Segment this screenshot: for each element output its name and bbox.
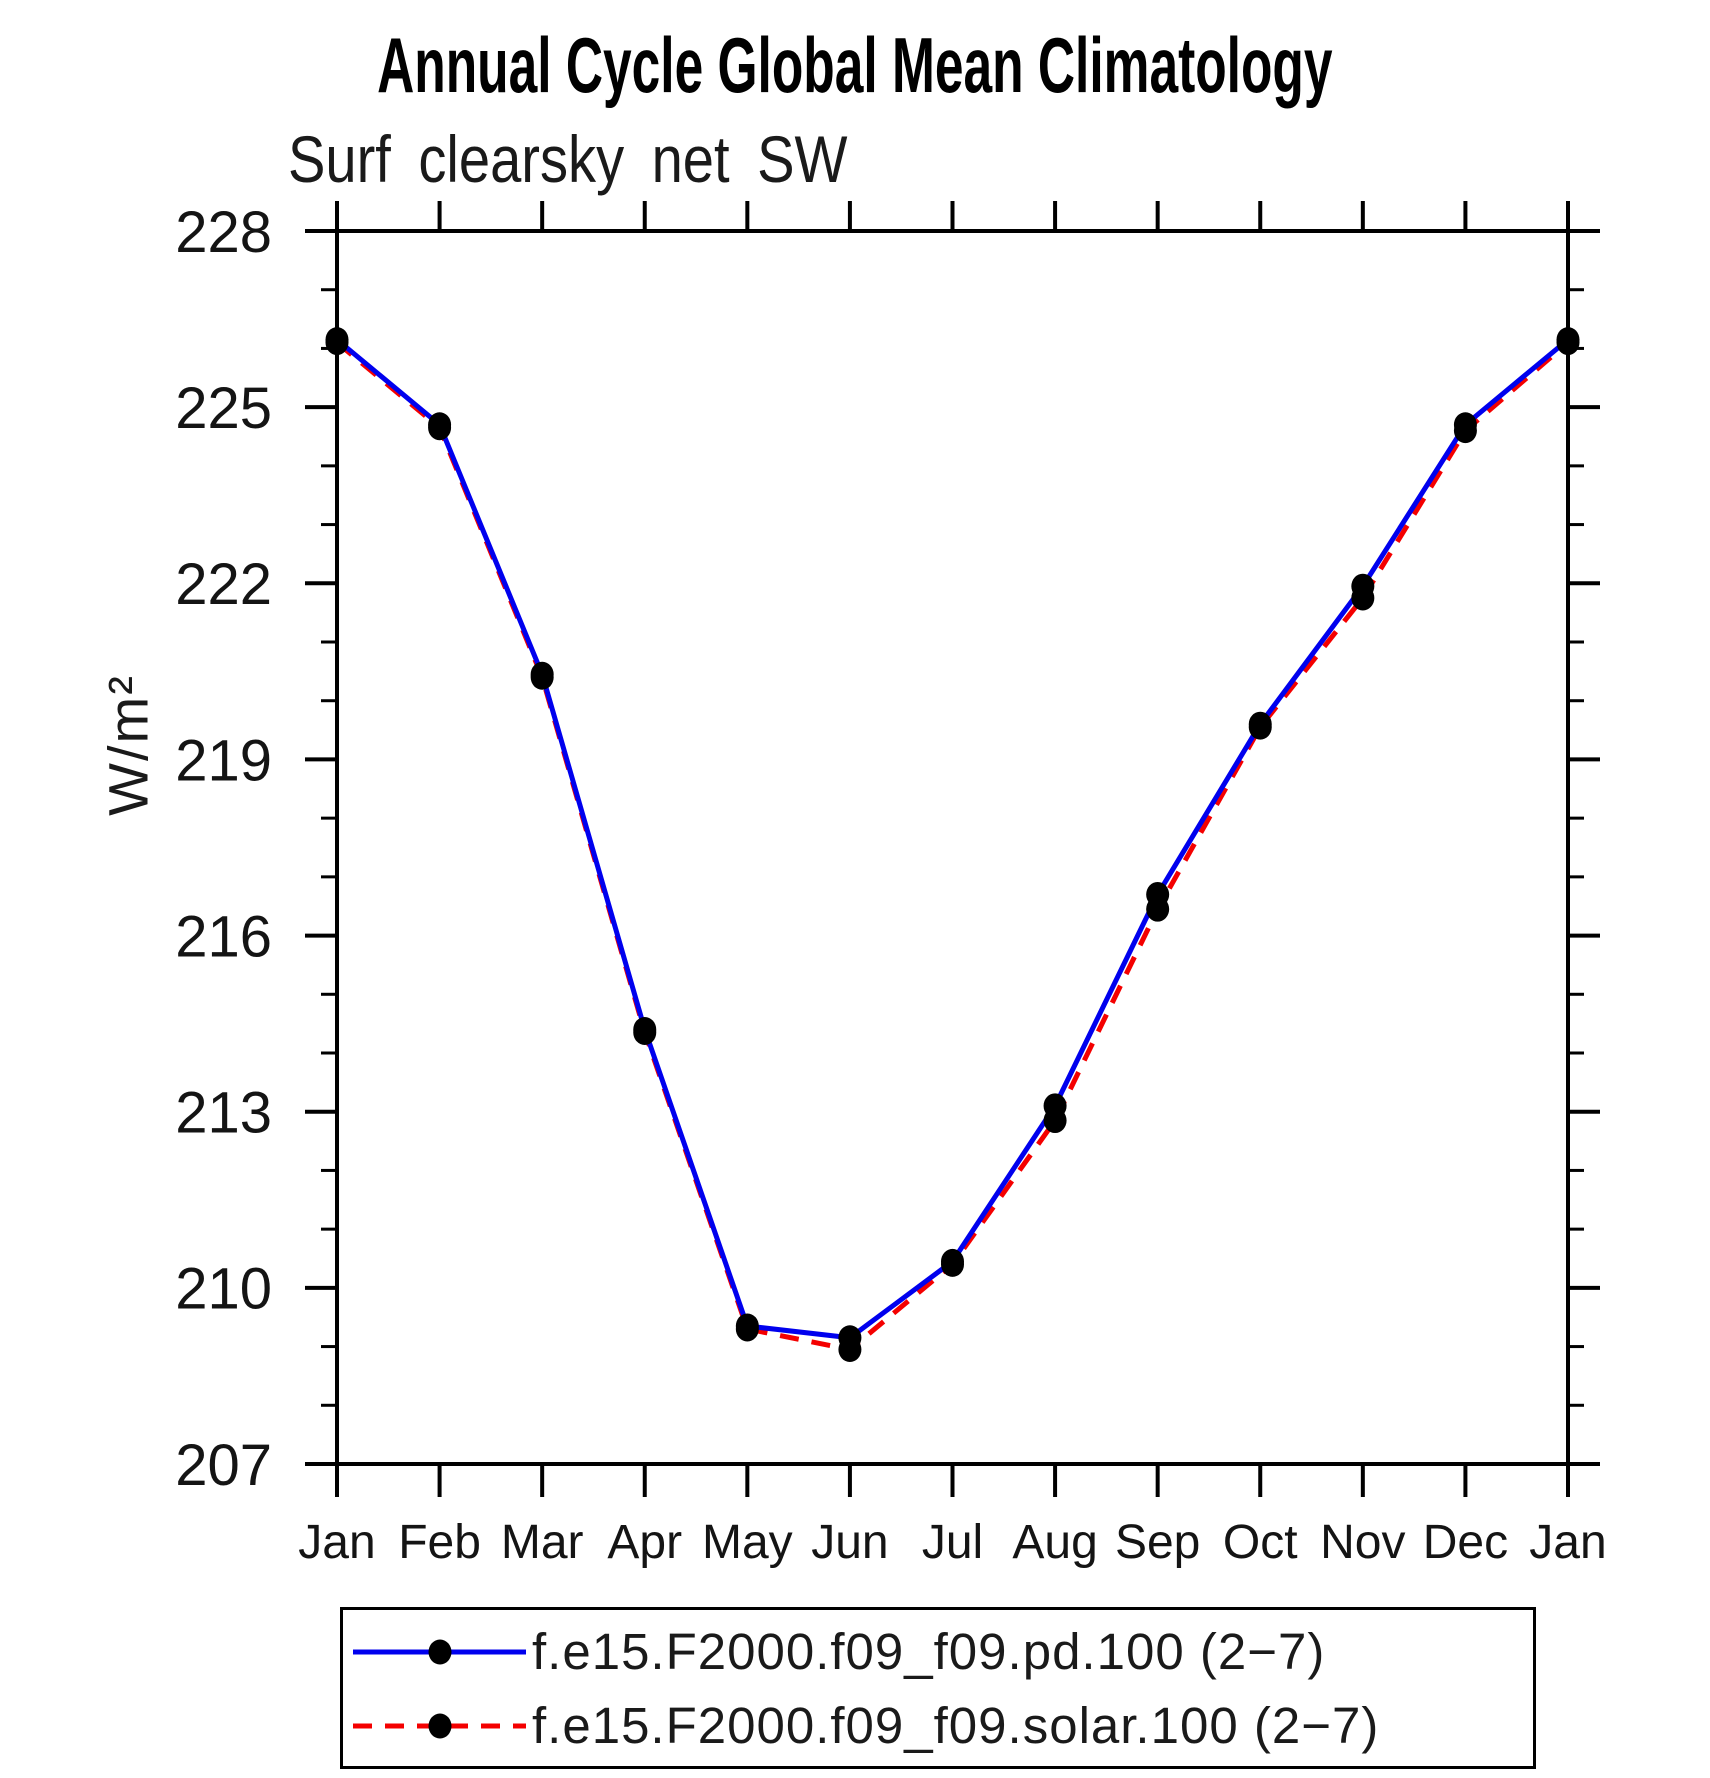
data-point-marker <box>1351 585 1375 611</box>
y-tick-label: 219 <box>175 728 272 793</box>
x-tick-label: Feb <box>398 1516 481 1569</box>
x-tick-label: Nov <box>1320 1516 1405 1569</box>
x-tick-label: Jun <box>811 1516 888 1569</box>
data-point-marker <box>1453 418 1477 444</box>
y-axis-ticks: 207 210 213 216 219 222 225 228 <box>175 200 1600 1498</box>
data-point-marker <box>325 330 349 356</box>
legend-marker-solar <box>428 1713 452 1739</box>
y-tick-label: 228 <box>175 200 272 265</box>
x-axis-ticks: Jan Feb Mar Apr May Jun Jul Aug Sep Oct Nov Dec Jan <box>298 201 1607 1569</box>
y-tick-label: 222 <box>175 552 272 617</box>
legend-marker-pd <box>428 1639 452 1665</box>
series-line-solar <box>335 340 1570 1353</box>
x-tick-label: Apr <box>607 1516 682 1569</box>
data-markers <box>325 327 1580 1363</box>
chart-subtitle-text: Surf clearsky net SW <box>288 122 848 196</box>
x-tick-label: Sep <box>1115 1516 1200 1569</box>
data-point-marker <box>1556 330 1580 356</box>
legend-sample-solar <box>353 1713 526 1739</box>
y-tick-label: 207 <box>175 1433 272 1498</box>
data-point-marker <box>1043 1108 1067 1134</box>
y-tick-label: 213 <box>175 1081 272 1146</box>
chart-subtitle: Surf clearsky net SW <box>288 126 946 192</box>
x-tick-label: Aug <box>1012 1516 1097 1569</box>
data-point-marker <box>1146 896 1170 922</box>
chart-title-text: Annual Cycle Global Mean Climatology <box>377 21 1333 109</box>
x-tick-label: Jan <box>298 1516 375 1569</box>
legend-box: f.e15.F2000.f09_f09.pd.100 (2−7) f.e15.F… <box>340 1607 1536 1769</box>
legend-item-pd: f.e15.F2000.f09_f09.pd.100 (2−7) <box>351 1623 1326 1680</box>
x-tick-label: Jan <box>1529 1516 1606 1569</box>
legend-item-solar: f.e15.F2000.f09_f09.solar.100 (2−7) <box>351 1697 1380 1754</box>
y-tick-label: 210 <box>175 1257 272 1322</box>
legend-sample-pd <box>353 1639 526 1665</box>
data-point-marker <box>530 664 554 690</box>
series-line-pd <box>335 337 1570 1341</box>
data-point-marker <box>838 1337 862 1363</box>
x-tick-label: May <box>702 1516 793 1569</box>
data-point-marker <box>1248 714 1272 740</box>
y-tick-label: 216 <box>175 904 272 969</box>
plot-frame <box>335 229 1570 1466</box>
data-point-marker <box>735 1316 759 1342</box>
x-tick-label: Jul <box>922 1516 983 1569</box>
data-point-marker <box>633 1019 657 1045</box>
legend-label-solar: f.e15.F2000.f09_f09.solar.100 (2−7) <box>532 1697 1380 1754</box>
chart-title: Annual Cycle Global Mean Climatology <box>0 26 1710 104</box>
x-tick-label: Dec <box>1423 1516 1508 1569</box>
x-tick-label: Mar <box>501 1516 584 1569</box>
x-tick-label: Oct <box>1223 1516 1298 1569</box>
data-point-marker <box>941 1251 964 1277</box>
legend-label-pd: f.e15.F2000.f09_f09.pd.100 (2−7) <box>532 1623 1326 1680</box>
data-point-marker <box>428 415 452 441</box>
y-tick-label: 225 <box>175 376 272 441</box>
